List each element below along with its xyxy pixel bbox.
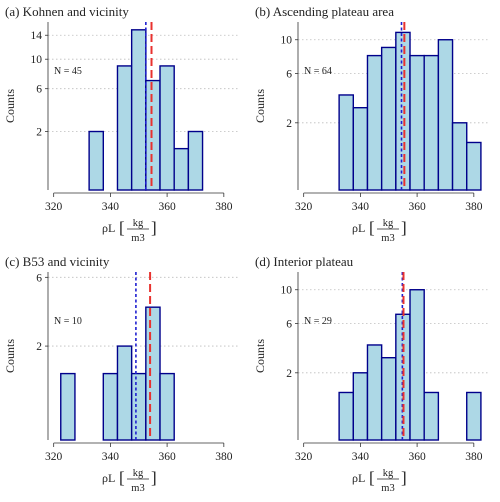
x-label-bracket-left: [ bbox=[119, 218, 125, 237]
y-axis-label: Counts bbox=[3, 89, 17, 123]
x-tick-label: 340 bbox=[352, 451, 370, 463]
y-axis-label: Counts bbox=[253, 89, 267, 123]
x-label-bracket-left: [ bbox=[119, 468, 125, 487]
x-label-bracket-right: ] bbox=[151, 468, 157, 487]
histogram-bar bbox=[380, 46, 397, 191]
x-tick-label: 360 bbox=[158, 201, 176, 213]
x-tick-label: 340 bbox=[352, 201, 370, 213]
y-tick-label: 6 bbox=[286, 69, 292, 81]
sample-size-label: N = 10 bbox=[54, 316, 82, 327]
panel-b: (b) Ascending plateau area 2 6 10 Counts N = … bbox=[253, 4, 488, 244]
panel-title: (d) Interior plateau bbox=[255, 254, 354, 269]
x-tick-label: 380 bbox=[215, 451, 233, 463]
histogram-bar bbox=[338, 391, 354, 441]
x-tick-label: 320 bbox=[45, 201, 63, 213]
x-label-bracket-left: [ bbox=[369, 468, 375, 487]
histogram-bar bbox=[352, 106, 369, 191]
x-tick-label: 380 bbox=[465, 201, 483, 213]
y-tick-label: 10 bbox=[281, 35, 293, 47]
sample-size-label: N = 45 bbox=[54, 66, 82, 77]
sample-size-label: N = 29 bbox=[304, 316, 332, 327]
x-axis-label: ρL bbox=[352, 221, 365, 235]
x-label-bracket-right: ] bbox=[151, 218, 157, 237]
histogram-bar bbox=[159, 372, 175, 441]
histogram-bar bbox=[338, 94, 354, 191]
y-tick-label: 10 bbox=[31, 54, 43, 66]
y-axis-label: Counts bbox=[253, 339, 267, 373]
panel-title: (c) B53 and vicinity bbox=[5, 254, 110, 269]
histogram-bar bbox=[116, 65, 133, 191]
y-tick-label: 10 bbox=[281, 285, 293, 297]
x-label-bracket-right: ] bbox=[401, 468, 407, 487]
histogram-bar bbox=[145, 79, 161, 191]
x-tick-label: 340 bbox=[102, 451, 120, 463]
x-label-bracket-right: ] bbox=[401, 218, 407, 237]
histogram-bar bbox=[116, 345, 133, 441]
histogram-bar bbox=[366, 344, 383, 441]
x-tick-label: 340 bbox=[102, 201, 120, 213]
histogram-bar bbox=[451, 122, 468, 191]
panel-d: (d) Interior plateau 2 6 10 Counts N = 29 320 3… bbox=[253, 254, 488, 494]
x-label-unit-denominator: m3 bbox=[131, 233, 144, 244]
x-label-unit-numerator: kg bbox=[383, 218, 394, 229]
y-tick-label: 2 bbox=[286, 368, 292, 380]
x-tick-label: 360 bbox=[408, 451, 426, 463]
x-label-unit-denominator: m3 bbox=[381, 483, 394, 494]
panel-title: (a) Kohnen and vicinity bbox=[5, 4, 129, 19]
histogram-bar bbox=[145, 306, 161, 441]
y-tick-label: 2 bbox=[36, 341, 42, 353]
histogram-bar bbox=[60, 372, 76, 441]
y-axis-label: Counts bbox=[3, 339, 17, 373]
histogram-bar bbox=[130, 372, 147, 441]
histogram-bar bbox=[395, 31, 411, 191]
histogram-bar bbox=[352, 372, 369, 441]
histogram-bar bbox=[88, 130, 104, 191]
x-axis-label: ρL bbox=[102, 221, 115, 235]
panel-title: (b) Ascending plateau area bbox=[255, 4, 394, 19]
histogram-bar bbox=[423, 54, 440, 191]
panel-a: (a) Kohnen and vicinity 2 6 10 14 Counts N = 4… bbox=[3, 4, 238, 244]
x-label-unit-numerator: kg bbox=[133, 218, 144, 229]
histogram-bar bbox=[409, 289, 425, 441]
x-label-unit-numerator: kg bbox=[133, 468, 144, 479]
x-tick-label: 320 bbox=[45, 451, 63, 463]
x-label-bracket-left: [ bbox=[369, 218, 375, 237]
x-tick-label: 360 bbox=[158, 451, 176, 463]
x-tick-label: 360 bbox=[408, 201, 426, 213]
panel-c: (c) B53 and vicinity 2 6 Counts N = 10 320 340… bbox=[3, 254, 238, 494]
x-axis-label: ρL bbox=[352, 471, 365, 485]
x-tick-label: 320 bbox=[295, 451, 313, 463]
histogram-bar bbox=[380, 356, 397, 441]
histogram-bar bbox=[466, 141, 482, 191]
y-tick-label: 14 bbox=[31, 30, 43, 42]
x-label-unit-denominator: m3 bbox=[131, 483, 144, 494]
y-tick-label: 6 bbox=[36, 272, 42, 284]
histogram-bar bbox=[437, 39, 454, 191]
y-tick-label: 6 bbox=[286, 319, 292, 331]
histogram-bar bbox=[466, 391, 482, 441]
histogram-bar bbox=[366, 54, 383, 191]
histogram-bar bbox=[130, 29, 147, 191]
histogram-bar bbox=[102, 372, 119, 441]
y-tick-label: 2 bbox=[36, 127, 42, 139]
x-axis-label: ρL bbox=[102, 471, 115, 485]
y-tick-label: 6 bbox=[36, 84, 42, 96]
x-tick-label: 380 bbox=[465, 451, 483, 463]
x-label-unit-numerator: kg bbox=[383, 468, 394, 479]
x-label-unit-denominator: m3 bbox=[381, 233, 394, 244]
histogram-bar bbox=[187, 130, 204, 191]
histogram-bar bbox=[159, 65, 175, 191]
histogram-bar bbox=[409, 54, 425, 191]
sample-size-label: N = 64 bbox=[304, 66, 332, 77]
histogram-bar bbox=[423, 391, 440, 441]
x-tick-label: 380 bbox=[215, 201, 233, 213]
x-tick-label: 320 bbox=[295, 201, 313, 213]
histogram-bar bbox=[173, 147, 190, 191]
y-tick-label: 2 bbox=[286, 118, 292, 130]
